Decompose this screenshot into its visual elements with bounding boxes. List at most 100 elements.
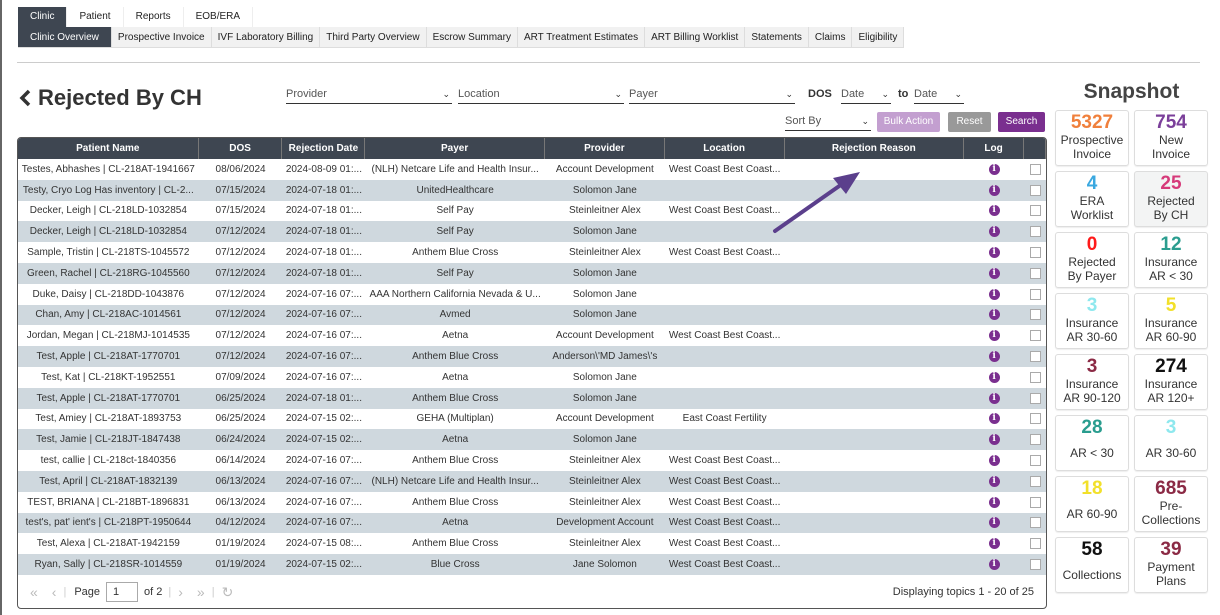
- row-checkbox[interactable]: [1029, 496, 1041, 508]
- row-checkbox[interactable]: [1029, 475, 1041, 487]
- info-icon[interactable]: i: [988, 538, 1000, 550]
- column-header[interactable]: [1024, 138, 1046, 159]
- snapshot-tile-prospective-invoice[interactable]: 5327 Prospective Invoice: [1055, 110, 1129, 166]
- table-row[interactable]: test, callie | CL-218ct-1840356 06/14/202…: [18, 450, 1046, 471]
- table-row[interactable]: Ryan, Sally | CL-218SR-1014559 01/19/2024…: [18, 554, 1046, 575]
- row-checkbox[interactable]: [1029, 330, 1041, 342]
- row-checkbox[interactable]: [1029, 267, 1041, 279]
- subtab-prospective-invoice[interactable]: Prospective Invoice: [112, 27, 212, 47]
- tab-patient[interactable]: Patient: [67, 7, 124, 27]
- row-checkbox[interactable]: [1029, 351, 1041, 363]
- row-checkbox[interactable]: [1029, 163, 1041, 175]
- reset-button[interactable]: Reset: [948, 112, 991, 132]
- row-checkbox[interactable]: [1029, 288, 1041, 300]
- payer-select[interactable]: Payer ⌄: [629, 86, 795, 104]
- info-icon[interactable]: i: [988, 371, 1000, 383]
- next-page-icon[interactable]: ›: [178, 584, 183, 600]
- snapshot-tile-new-invoice[interactable]: 754 New Invoice: [1134, 110, 1208, 166]
- snapshot-tile-rejected-by-payer[interactable]: 0 Rejected By Payer: [1055, 232, 1129, 288]
- row-checkbox[interactable]: [1029, 205, 1041, 217]
- table-row[interactable]: Test, Amiey | CL-218AT-1893753 06/25/2024…: [18, 409, 1046, 430]
- column-header[interactable]: Provider: [545, 138, 665, 159]
- subtab-clinic-overview[interactable]: Clinic Overview: [18, 27, 112, 47]
- subtab-statements[interactable]: Statements: [745, 27, 809, 47]
- prev-page-icon[interactable]: ‹: [51, 584, 57, 600]
- snapshot-tile-ar-60-90[interactable]: 18 AR 60-90: [1055, 476, 1129, 532]
- subtab-art-billing-worklist[interactable]: ART Billing Worklist: [645, 27, 746, 47]
- snapshot-tile-insurance-ar-60-90[interactable]: 5 Insurance AR 60-90: [1134, 293, 1208, 349]
- row-checkbox[interactable]: [1029, 455, 1041, 467]
- subtab-third-party-overview[interactable]: Third Party Overview: [320, 27, 427, 47]
- snapshot-tile-insurance-ar-30[interactable]: 12 Insurance AR < 30: [1134, 232, 1208, 288]
- column-header[interactable]: Log: [964, 138, 1025, 159]
- info-icon[interactable]: i: [988, 163, 1000, 175]
- table-row[interactable]: Sample, Tristin | CL-218TS-1045572 07/12/…: [18, 242, 1046, 263]
- row-checkbox[interactable]: [1029, 371, 1041, 383]
- info-icon[interactable]: i: [988, 496, 1000, 508]
- first-page-icon[interactable]: «: [30, 584, 38, 600]
- row-checkbox[interactable]: [1029, 517, 1041, 529]
- table-row[interactable]: Test, Apple | CL-218AT-1770701 06/25/2024…: [18, 387, 1046, 409]
- column-header[interactable]: Payer: [365, 138, 545, 159]
- table-row[interactable]: Test, Alexa | CL-218AT-1942159 01/19/2024…: [18, 533, 1046, 554]
- table-row[interactable]: Testes, Abhashes | CL-218AT-1941667 08/06…: [18, 159, 1046, 180]
- refresh-icon[interactable]: ↻: [221, 583, 234, 600]
- table-row[interactable]: Testy, Cryo Log Has inventory | CL-2... 0…: [18, 179, 1046, 201]
- snapshot-tile-ar-30-60[interactable]: 3 AR 30-60: [1134, 415, 1208, 471]
- info-icon[interactable]: i: [988, 413, 1000, 425]
- info-icon[interactable]: i: [988, 226, 1000, 238]
- info-icon[interactable]: i: [988, 351, 1000, 363]
- table-row[interactable]: Duke, Daisy | CL-218DD-1043876 07/12/2024…: [18, 284, 1046, 305]
- last-page-icon[interactable]: »: [196, 584, 205, 600]
- subtab-claims[interactable]: Claims: [809, 27, 853, 47]
- subtab-escrow-summary[interactable]: Escrow Summary: [427, 27, 518, 47]
- row-checkbox[interactable]: [1029, 413, 1041, 425]
- snapshot-tile-ar-30[interactable]: 28 AR < 30: [1055, 415, 1129, 471]
- table-row[interactable]: Green, Rachel | CL-218RG-1045560 07/12/20…: [18, 262, 1046, 284]
- subtab-art-treatment-estimates[interactable]: ART Treatment Estimates: [518, 27, 646, 47]
- table-row[interactable]: test's, pat' ient's | CL-218PT-1950644 04…: [18, 512, 1046, 534]
- table-row[interactable]: Test, Apple | CL-218AT-1770701 07/12/2024…: [18, 346, 1046, 367]
- snapshot-tile-era-worklist[interactable]: 4 ERA Worklist: [1055, 171, 1129, 227]
- snapshot-tile-pre-collections[interactable]: 685 Pre- Collections: [1134, 476, 1208, 532]
- row-checkbox[interactable]: [1029, 434, 1041, 446]
- date-to-select[interactable]: Date ⌄: [914, 86, 964, 104]
- column-header[interactable]: Rejection Reason: [785, 138, 965, 159]
- table-row[interactable]: Test, Jamie | CL-218JT-1847438 06/24/2024…: [18, 429, 1046, 451]
- info-icon[interactable]: i: [988, 247, 1000, 259]
- tab-eob-era[interactable]: EOB/ERA: [184, 7, 254, 27]
- info-icon[interactable]: i: [988, 184, 1000, 196]
- row-checkbox[interactable]: [1029, 226, 1041, 238]
- page-input[interactable]: 1: [106, 582, 139, 602]
- subtab-eligibility[interactable]: Eligibility: [852, 27, 905, 47]
- column-header[interactable]: Location: [665, 138, 785, 159]
- column-header[interactable]: Patient Name: [18, 138, 199, 159]
- location-select[interactable]: Location ⌄: [458, 86, 624, 104]
- tab-reports[interactable]: Reports: [124, 7, 184, 27]
- back-chevron-icon[interactable]: [18, 89, 32, 107]
- snapshot-tile-payment-plans[interactable]: 39 Payment Plans: [1134, 537, 1208, 593]
- bulk-action-button[interactable]: Bulk Action: [877, 112, 940, 132]
- row-checkbox[interactable]: [1029, 392, 1041, 404]
- snapshot-tile-rejected-by-ch[interactable]: 25 Rejected By CH: [1134, 171, 1208, 227]
- subtab-ivf-laboratory-billing[interactable]: IVF Laboratory Billing: [212, 27, 321, 47]
- snapshot-tile-insurance-ar-30-60[interactable]: 3 Insurance AR 30-60: [1055, 293, 1129, 349]
- info-icon[interactable]: i: [988, 288, 1000, 300]
- row-checkbox[interactable]: [1029, 309, 1041, 321]
- provider-select[interactable]: Provider ⌄: [286, 86, 452, 104]
- table-row[interactable]: Chan, Amy | CL-218AC-1014561 07/12/2024 20…: [18, 304, 1046, 326]
- info-icon[interactable]: i: [988, 309, 1000, 321]
- search-button[interactable]: Search: [998, 112, 1045, 132]
- table-row[interactable]: Decker, Leigh | CL-218LD-1032854 07/15/20…: [18, 201, 1046, 222]
- info-icon[interactable]: i: [988, 517, 1000, 529]
- info-icon[interactable]: i: [988, 392, 1000, 404]
- sort-by-select[interactable]: Sort By ⌄: [785, 113, 871, 131]
- row-checkbox[interactable]: [1029, 247, 1041, 259]
- snapshot-tile-collections[interactable]: 58 Collections: [1055, 537, 1129, 593]
- column-header[interactable]: Rejection Date: [282, 138, 366, 159]
- tab-clinic[interactable]: Clinic: [18, 7, 68, 27]
- info-icon[interactable]: i: [988, 455, 1000, 467]
- info-icon[interactable]: i: [988, 475, 1000, 487]
- table-row[interactable]: Test, April | CL-218AT-1832139 06/13/2024…: [18, 470, 1046, 492]
- row-checkbox[interactable]: [1029, 559, 1041, 571]
